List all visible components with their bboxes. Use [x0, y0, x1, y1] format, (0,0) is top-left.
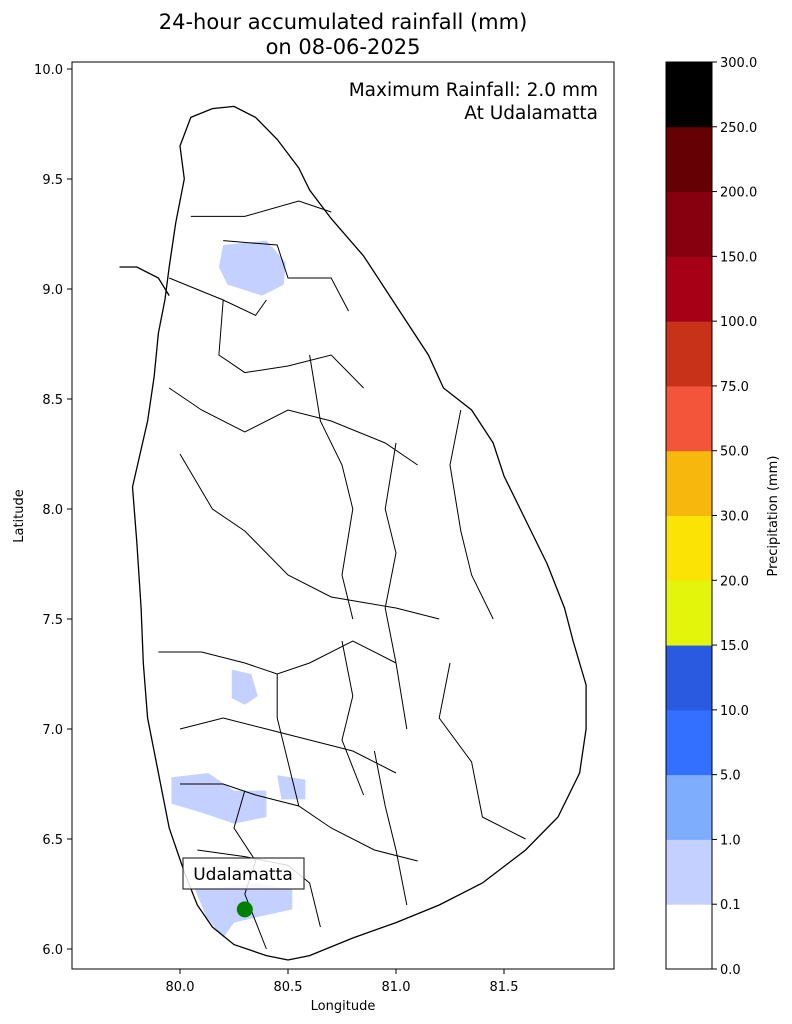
district-boundary	[223, 240, 349, 312]
colorbar-tick-label: 15.0	[720, 639, 749, 654]
sri-lanka-map	[119, 105, 587, 961]
x-axis-ticks: 80.0 80.5 81.0 81.5	[166, 969, 519, 995]
y-tick-label: 9.5	[42, 173, 63, 188]
colorbar-tick-label: 0.0	[720, 963, 741, 978]
colorbar-segment	[666, 321, 712, 387]
rain-area-central-small	[231, 669, 258, 705]
rain-area-east-of-southwest	[277, 775, 306, 800]
colorbar-tick-label: 5.0	[720, 769, 741, 784]
coastline	[131, 105, 587, 961]
colorbar-segment	[666, 450, 712, 516]
district-boundary	[179, 717, 397, 774]
colorbar-tick-label: 200.0	[720, 186, 757, 201]
y-tick-label: 8.5	[42, 393, 63, 408]
y-tick-label: 6.0	[42, 943, 63, 958]
colorbar-segment	[666, 191, 712, 257]
colorbar-tick-label: 75.0	[720, 380, 749, 395]
colorbar-segment	[666, 385, 712, 452]
district-boundary	[169, 277, 267, 317]
district-boundary	[384, 442, 408, 730]
colorbar-segment	[666, 126, 712, 193]
colorbar-segment	[666, 904, 712, 970]
colorbar-tick-label: 250.0	[720, 121, 757, 136]
colorbar-label: Precipitation (mm)	[766, 456, 781, 577]
map-axes: 80.0 80.5 81.0 81.5 6.0 6.5 7.0 7.5 8.0 8.5 9.0 9.…	[12, 61, 615, 1014]
colorbar-tick-label: 150.0	[720, 250, 757, 265]
colorbar: 0.0 0.1 1.0 5.0 10.0 15.0 20.0 30.0 50.0 75.0 100.…	[665, 56, 757, 978]
y-tick-label: 8.0	[42, 503, 63, 518]
district-boundary	[309, 354, 354, 620]
station-label-box	[182, 857, 305, 890]
x-tick-label: 81.5	[490, 980, 519, 995]
colorbar-tick-label: 300.0	[720, 56, 757, 71]
x-tick-label: 80.5	[274, 980, 303, 995]
y-axis-label: Latitude	[12, 489, 27, 543]
y-axis-ticks: 6.0 6.5 7.0 7.5 8.0 8.5 9.0 9.5 10.0	[34, 63, 72, 958]
x-axis-label: Longitude	[311, 999, 376, 1014]
colorbar-segment	[666, 515, 712, 581]
colorbar-segment	[666, 62, 712, 128]
colorbar-tick-label: 0.1	[720, 898, 741, 913]
x-tick-label: 80.0	[166, 980, 195, 995]
map-frame-bg	[72, 62, 614, 969]
district-boundary	[438, 662, 526, 840]
rain-area-north-central	[218, 240, 286, 296]
y-tick-label: 9.0	[42, 283, 63, 298]
map-title-line2: on 08-06-2025	[266, 35, 421, 59]
district-boundary	[190, 200, 332, 217]
district-boundary	[218, 299, 364, 389]
colorbar-segment	[666, 256, 712, 322]
colorbar-segment	[666, 645, 712, 711]
station-marker-group: Udalamatta	[182, 857, 305, 918]
y-tick-label: 6.5	[42, 833, 63, 848]
district-boundary	[341, 640, 365, 796]
station-label: Udalamatta	[193, 865, 293, 885]
colorbar-segment	[666, 774, 712, 840]
colorbar-tick-label: 30.0	[720, 510, 749, 525]
colorbar-tick-label: 1.0	[720, 833, 741, 848]
station-marker	[236, 901, 253, 918]
map-title-line1: 24-hour accumulated rainfall (mm)	[159, 10, 528, 34]
map-frame	[71, 61, 615, 970]
colorbar-segment	[666, 709, 712, 776]
y-tick-label: 7.0	[42, 723, 63, 738]
colorbar-segment	[666, 580, 712, 646]
district-boundary	[449, 409, 494, 620]
colorbar-tick-label: 10.0	[720, 704, 749, 719]
rain-area-southwest	[171, 773, 267, 824]
district-boundary	[179, 453, 440, 620]
x-tick-label: 81.0	[382, 980, 411, 995]
colorbar-tick-label: 50.0	[720, 445, 749, 460]
district-boundary	[373, 750, 408, 906]
y-tick-label: 10.0	[34, 63, 63, 78]
kalpitiya-spit	[119, 266, 170, 296]
district-boundary	[276, 674, 300, 807]
colorbar-tick-label: 20.0	[720, 574, 749, 589]
colorbar-segment	[666, 839, 712, 905]
y-tick-label: 7.5	[42, 613, 63, 628]
district-boundary	[168, 387, 418, 466]
colorbar-tick-label: 100.0	[720, 315, 757, 330]
max-rainfall-annotation: Maximum Rainfall: 2.0 mm	[349, 80, 598, 101]
max-location-annotation: At Udalamatta	[464, 103, 598, 124]
